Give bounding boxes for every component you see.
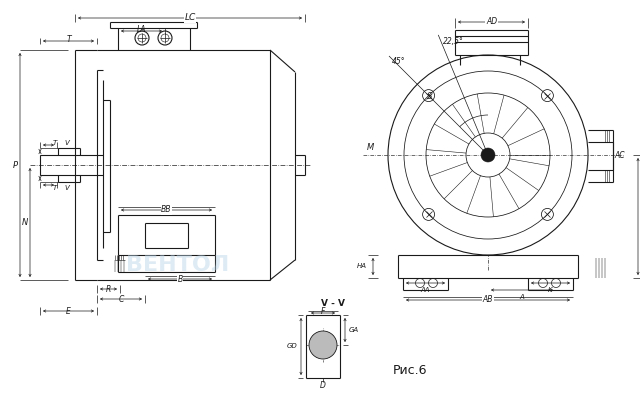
Text: T: T [53, 185, 57, 191]
Text: T: T [66, 35, 71, 44]
Text: AD: AD [486, 18, 497, 26]
Text: S: S [427, 92, 432, 101]
Text: 22,5°: 22,5° [444, 37, 465, 46]
Text: LA: LA [137, 24, 147, 33]
Text: GA: GA [349, 327, 359, 333]
Text: R: R [106, 285, 111, 294]
Text: ВЕНТОЛ: ВЕНТОЛ [126, 255, 230, 275]
Text: P: P [13, 160, 17, 169]
Text: LC: LC [184, 13, 196, 22]
Text: AA: AA [420, 287, 430, 293]
Text: M: M [366, 143, 374, 151]
Text: AB: AB [483, 296, 493, 305]
Text: C: C [118, 294, 124, 303]
Text: Рис.6: Рис.6 [393, 364, 428, 376]
Text: E: E [66, 307, 71, 316]
Text: K: K [548, 287, 553, 293]
Text: N: N [22, 218, 28, 227]
Text: D: D [320, 380, 326, 389]
Text: T: T [53, 140, 57, 146]
Text: GD: GD [286, 343, 297, 349]
Text: B: B [177, 274, 182, 283]
Circle shape [309, 331, 337, 359]
Text: V - V: V - V [321, 299, 345, 307]
Text: V: V [65, 140, 69, 146]
Text: BB: BB [161, 206, 172, 215]
Text: F: F [321, 307, 325, 316]
Text: A: A [520, 294, 524, 300]
Text: AC: AC [614, 151, 625, 160]
Text: 45°: 45° [392, 57, 406, 66]
Text: HA: HA [357, 263, 367, 270]
Circle shape [481, 148, 495, 162]
Text: V: V [65, 185, 69, 191]
